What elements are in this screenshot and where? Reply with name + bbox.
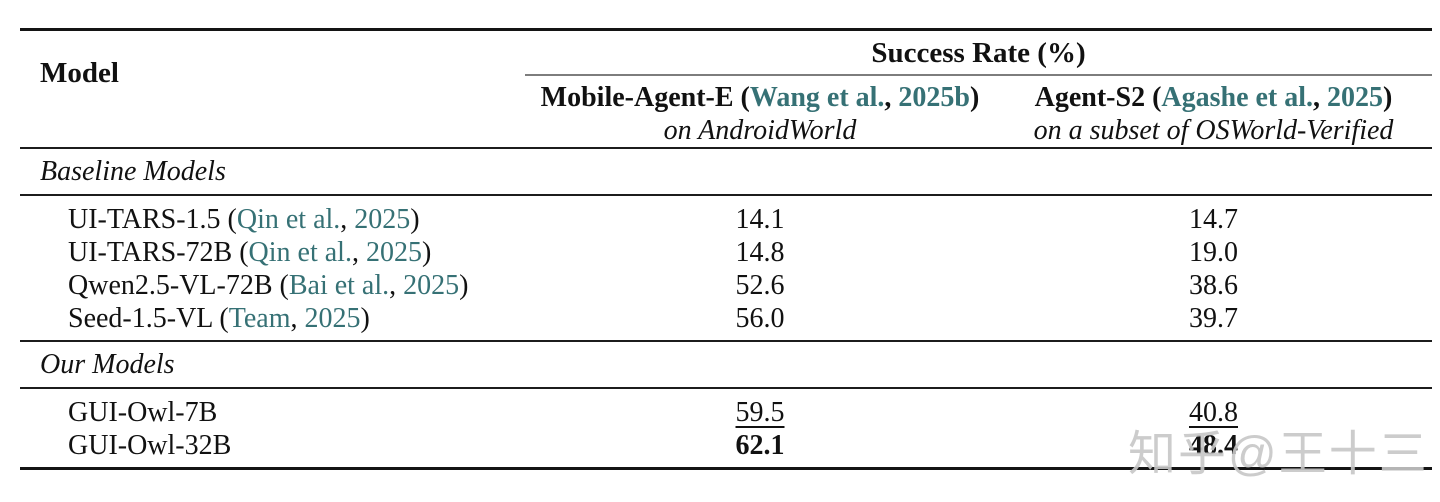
model-name-text: Seed-1.5-VL (: [68, 303, 229, 334]
results-table: Model Success Rate (%) Mobile-Agent-E (W…: [20, 28, 1432, 470]
table-row: Seed-1.5-VL (Team, 2025) 56.0 39.7: [20, 302, 1432, 335]
model-name-close: ): [459, 270, 469, 301]
model-name-close: ): [421, 237, 432, 268]
header-rule: [20, 147, 1432, 149]
citation-team-2025-author[interactable]: Team: [228, 303, 291, 334]
success-rate-title: Success Rate (%): [871, 37, 1086, 69]
table-row: Qwen2.5-VL-72B (Bai et al., 2025) 52.6 3…: [20, 269, 1432, 302]
mobile-agent-e-value: 52.6: [735, 270, 785, 301]
mobile-agent-e-title: Mobile-Agent-E (Wang et al., 2025b): [525, 81, 995, 114]
our-model-rows: GUI-Owl-7B 59.5 40.8 GUI-Owl-32B 62.1 48…: [20, 389, 1432, 467]
model-column-header: Model: [40, 57, 119, 89]
agent-s2-value: 19.0: [1189, 237, 1238, 268]
citation-wang-2025b-author[interactable]: Wang et al.: [749, 82, 885, 113]
benchmark-subheaders: Mobile-Agent-E (Wang et al., 2025b) on A…: [525, 81, 1432, 147]
citation-sep: ,: [340, 204, 355, 235]
agent-s2-value: 48.4: [995, 429, 1432, 462]
second-best-value: 40.8: [1189, 397, 1238, 428]
model-name: Seed-1.5-VL (Team, 2025): [20, 302, 525, 335]
bottom-rule: [20, 467, 1432, 470]
top-rule: [20, 28, 1432, 31]
table-row: UI-TARS-72B (Qin et al., 2025) 14.8 19.0: [20, 236, 1432, 269]
col-header-agent-s2: Agent-S2 (Agashe et al., 2025) on a subs…: [995, 81, 1432, 147]
success-rate-group: Success Rate (%) Mobile-Agent-E (Wang et…: [525, 31, 1432, 147]
model-name: Qwen2.5-VL-72B (Bai et al., 2025): [20, 269, 525, 302]
citation-qin-2025-author[interactable]: Qin et al.: [248, 237, 352, 268]
baseline-rows: UI-TARS-1.5 (Qin et al., 2025) 14.1 14.7…: [20, 196, 1432, 340]
citation-qin-2025-author[interactable]: Qin et al.: [236, 204, 341, 235]
model-name: UI-TARS-1.5 (Qin et al., 2025): [20, 203, 525, 236]
model-name-text: Qwen2.5-VL-72B (: [68, 270, 289, 301]
section-baseline-models: Baseline Models: [40, 155, 226, 187]
mobile-agent-e-value: 14.8: [735, 237, 785, 268]
col-header-mobile-agent-e: Mobile-Agent-E (Wang et al., 2025b) on A…: [525, 81, 995, 147]
model-name-text: GUI-Owl-7B: [68, 397, 218, 428]
table-row: UI-TARS-1.5 (Qin et al., 2025) 14.1 14.7: [20, 203, 1432, 236]
agent-s2-value: 14.7: [1189, 204, 1238, 235]
section-rule: [20, 340, 1432, 342]
model-name-text: UI-TARS-1.5 (: [68, 204, 237, 235]
citation-sep: ,: [389, 270, 404, 301]
citation-bai-2025-year[interactable]: 2025: [403, 270, 460, 301]
section-our-models: Our Models: [40, 348, 175, 380]
citation-sep: ,: [884, 82, 899, 113]
agent-s2-value: 38.6: [1189, 270, 1238, 301]
model-name: GUI-Owl-7B: [20, 396, 525, 429]
model-name-close: ): [360, 303, 370, 334]
citation-agashe-2025-author[interactable]: Agashe et al.: [1161, 82, 1314, 113]
model-name: GUI-Owl-32B: [20, 429, 525, 462]
model-name-text: UI-TARS-72B (: [68, 237, 249, 268]
citation-qin-2025-year[interactable]: 2025: [365, 237, 422, 268]
title-text: Agent-S2 (: [1034, 82, 1162, 113]
mobile-agent-e-subtitle: on AndroidWorld: [663, 115, 857, 146]
model-name-text: GUI-Owl-32B: [68, 430, 232, 461]
table-header: Model Success Rate (%) Mobile-Agent-E (W…: [20, 31, 1432, 147]
mobile-agent-e-value: 62.1: [525, 429, 995, 462]
agent-s2-value: 40.8: [995, 396, 1432, 429]
title-text: Mobile-Agent-E (: [540, 82, 750, 113]
model-name: UI-TARS-72B (Qin et al., 2025): [20, 236, 525, 269]
table-row: GUI-Owl-32B 62.1 48.4: [20, 429, 1432, 462]
citation-wang-2025b-year[interactable]: 2025b: [898, 82, 970, 113]
agent-s2-subtitle: on a subset of OSWorld-Verified: [1033, 115, 1394, 146]
mobile-agent-e-value: 56.0: [735, 303, 785, 334]
mobile-agent-e-value: 59.5: [525, 396, 995, 429]
title-close: ): [1383, 82, 1393, 113]
citation-sep: ,: [290, 303, 305, 334]
mobile-agent-e-value: 14.1: [735, 204, 785, 235]
section-rule: [20, 194, 1432, 196]
agent-s2-title: Agent-S2 (Agashe et al., 2025): [995, 81, 1432, 114]
citation-bai-2025-author[interactable]: Bai et al.: [288, 270, 390, 301]
best-value: 48.4: [1189, 430, 1238, 461]
best-value: 62.1: [735, 430, 785, 461]
citation-qin-2025-year[interactable]: 2025: [354, 204, 411, 235]
citation-sep: ,: [1313, 82, 1328, 113]
agent-s2-value: 39.7: [1189, 303, 1238, 334]
citation-team-2025-year[interactable]: 2025: [304, 303, 361, 334]
second-best-value: 59.5: [735, 397, 785, 428]
section-rule: [20, 387, 1432, 389]
table-row: GUI-Owl-7B 59.5 40.8: [20, 396, 1432, 429]
model-name-close: ): [410, 204, 420, 235]
title-close: ): [970, 82, 980, 113]
citation-sep: ,: [351, 237, 366, 268]
citation-agashe-2025-year[interactable]: 2025: [1327, 82, 1384, 113]
cmid-rule: [525, 74, 1432, 76]
